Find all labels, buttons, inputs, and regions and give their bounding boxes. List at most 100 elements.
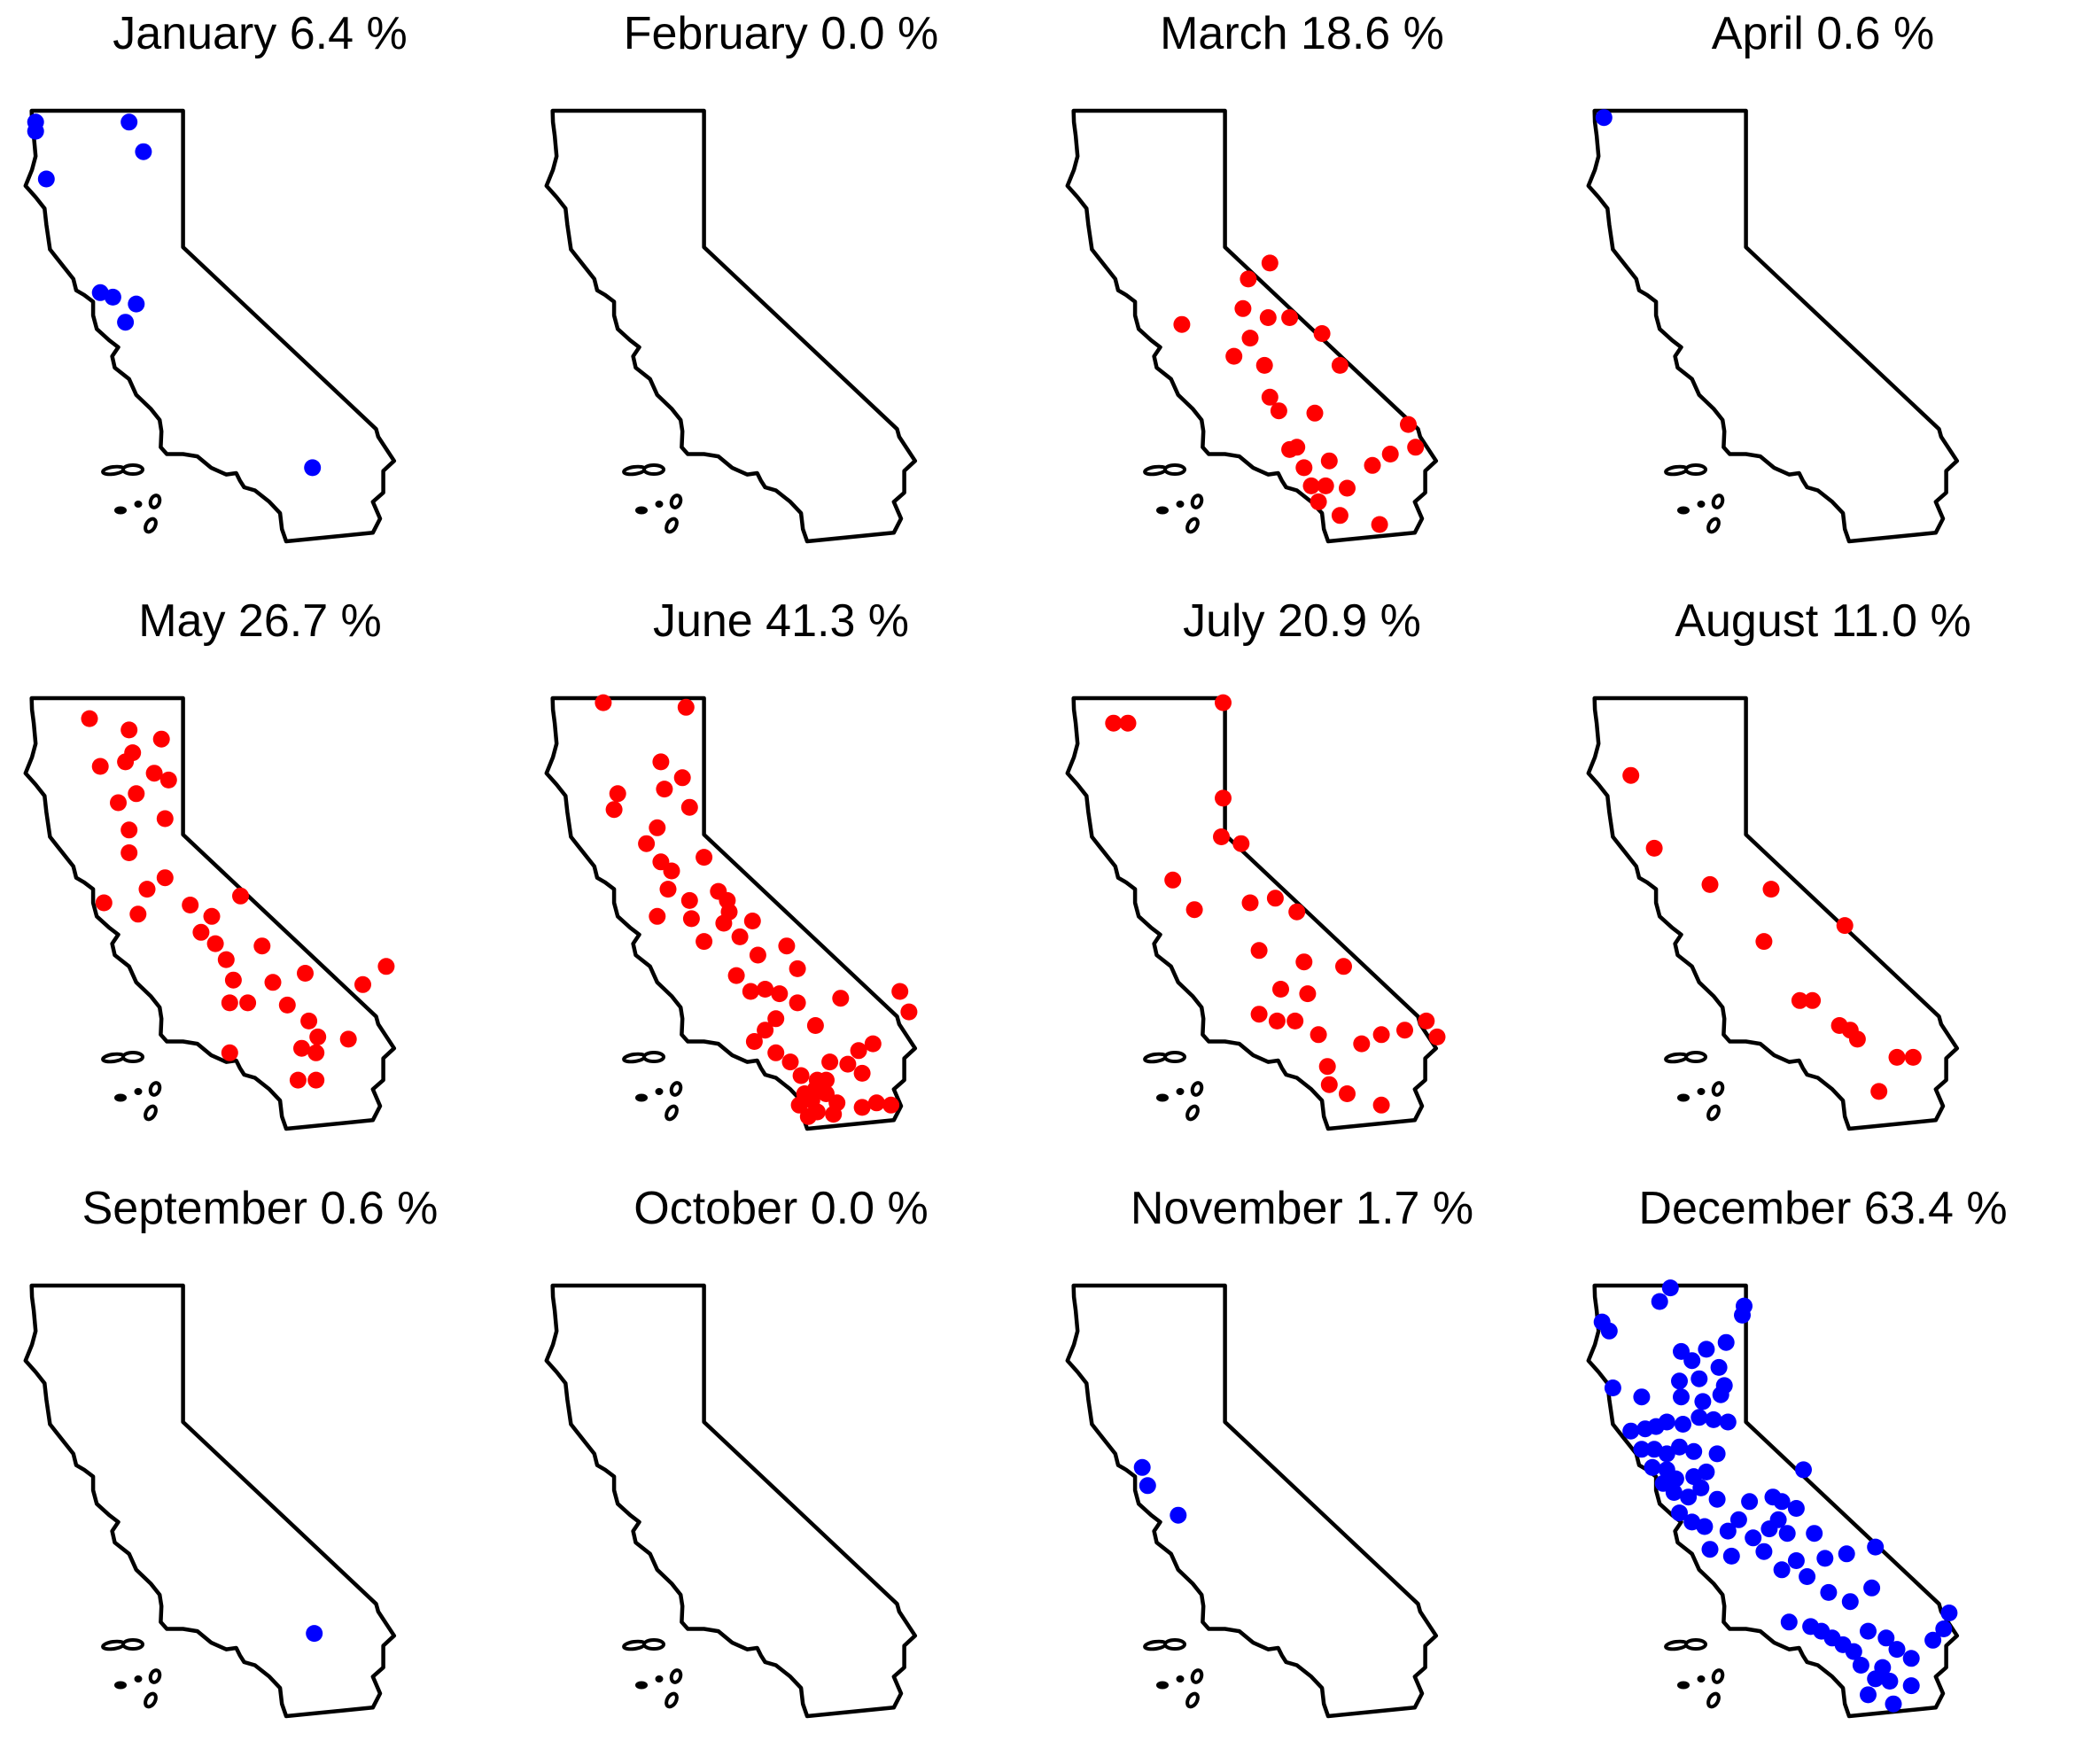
station-point [677,698,695,716]
station-point [1622,1422,1640,1440]
percent-label: 1.7 % [1356,1183,1474,1234]
station-point [1671,1504,1688,1522]
month-label: July [1183,595,1265,647]
station-point [1295,459,1313,477]
channel-island [1677,506,1690,515]
station-point [1863,1579,1881,1597]
station-point [1710,1358,1728,1376]
channel-island [121,1638,144,1651]
station-point [1867,1538,1885,1556]
station-point [839,1055,857,1073]
california-map [1065,108,1439,544]
channel-island [1697,501,1706,508]
station-point [1268,1012,1286,1030]
station-point [1745,1529,1762,1547]
station-point [1170,1506,1187,1524]
station-point [1241,330,1259,347]
station-point [1755,1543,1773,1560]
channel-island [1706,1691,1721,1709]
station-point [781,1053,799,1071]
station-point [1852,1657,1869,1674]
panel-title: January 6.4 % [0,7,520,60]
station-point [307,1071,325,1089]
station-point [1701,1541,1719,1558]
station-point [1694,1393,1712,1410]
channel-island [1711,1668,1725,1684]
channel-island [1176,501,1185,508]
panel-title: March 18.6 % [1042,7,1562,60]
station-point [81,710,98,727]
california-map [544,694,918,1131]
station-point [1213,828,1230,845]
channel-island [1677,1681,1690,1690]
station-point [853,1099,871,1116]
station-point [120,844,138,861]
channel-island [665,1691,679,1709]
station-point [1651,1293,1668,1310]
station-point [1407,439,1425,456]
station-point [339,1030,357,1048]
station-point [306,1625,323,1643]
station-point [120,721,138,739]
station-point [663,862,680,880]
station-point [1261,388,1279,406]
station-point [1173,315,1191,333]
map-panel-august: August 11.0 % [1563,587,2083,1175]
station-point [239,994,257,1012]
channel-island [622,1639,647,1651]
map-panel-february: February 0.0 % [521,0,1041,587]
station-point [203,907,221,925]
station-point [1791,991,1808,1009]
channel-island [655,1675,664,1682]
station-point [767,1044,785,1061]
station-point [1661,1279,1679,1297]
station-point [120,113,138,131]
station-point [304,459,322,477]
station-point [1867,1670,1885,1688]
station-point [1902,1677,1920,1695]
station-point [293,1039,310,1057]
channel-island [101,1639,126,1651]
channel-island [1156,1681,1169,1690]
station-point [1266,890,1284,907]
channel-island [1664,1052,1689,1064]
station-point [1690,1409,1708,1426]
station-point [605,801,623,819]
station-point [771,985,789,1003]
station-point [1692,1479,1710,1496]
channel-island [1143,1639,1168,1651]
station-point [1881,1673,1899,1690]
station-point [1335,958,1352,975]
month-label: August [1675,595,1819,647]
channel-island [144,517,158,534]
station-point [1644,1458,1661,1476]
station-point [156,869,174,887]
station-point [1877,1629,1895,1647]
station-point [1281,309,1299,326]
california-map [1065,1283,1439,1719]
station-point [1729,1511,1747,1528]
station-point [1924,1631,1942,1649]
station-point [1860,1622,1877,1640]
channel-island [144,1104,158,1122]
station-point [1306,404,1324,422]
channel-island [1156,506,1169,515]
station-point [124,744,142,762]
station-point [1902,1650,1920,1667]
station-point [1241,894,1259,912]
month-label: December [1638,1183,1852,1234]
panel-title: February 0.0 % [521,7,1041,60]
station-point [1816,1550,1834,1567]
california-map [1586,1279,1960,1719]
station-point [117,314,135,331]
california-map [23,108,397,544]
month-label: September [82,1183,307,1234]
channel-island [1684,463,1707,476]
station-point [1885,1695,1902,1713]
station-point [682,910,700,928]
channel-island [1190,493,1204,509]
station-point [309,1028,327,1045]
station-point [278,996,296,1014]
month-label: October [633,1183,798,1234]
panel-title: July 20.9 % [1042,594,1562,648]
